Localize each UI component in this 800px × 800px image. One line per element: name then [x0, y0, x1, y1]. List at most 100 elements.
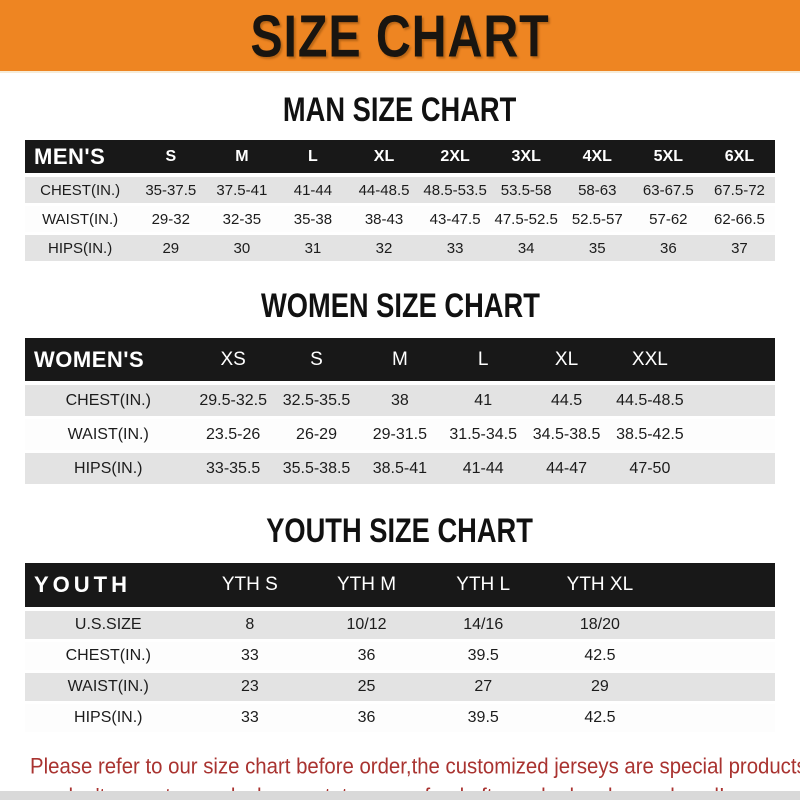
size-value-cell: 39.5	[424, 640, 542, 673]
size-value-cell: 39.5	[424, 702, 542, 735]
column-header: L	[441, 338, 525, 385]
table-row: WAIST(IN.) 23.5-26 26-29 29-31.5 31.5-34.5 34…	[25, 417, 775, 453]
column-header: YTH L	[424, 563, 542, 611]
column-header: XL	[348, 140, 420, 177]
table-title-cell: WOMEN'S	[25, 338, 192, 385]
column-header: YTH M	[308, 563, 425, 611]
size-value-cell: 29	[541, 671, 659, 704]
size-value-cell: 36	[308, 640, 425, 673]
table-row: HIPS(IN.) 33 36 39.5 42.5	[25, 702, 775, 735]
table-title-cell: MEN'S	[25, 140, 136, 177]
table-row: U.S.SIZE 8 10/12 14/16 18/20	[25, 609, 775, 642]
row-label: CHEST(IN.)	[25, 383, 192, 419]
size-value-cell: 35-37.5	[135, 175, 207, 206]
size-value-cell: 23	[191, 671, 309, 704]
size-value-cell: 38.5-41	[358, 451, 442, 487]
size-value-cell: 8	[191, 609, 309, 642]
table-row: WAIST(IN.) 29-32 32-35 35-38 38-43 43-47.5 47.…	[25, 204, 775, 235]
table-row: HIPS(IN.) 29 30 31 32 33 34 35 36 37	[25, 233, 775, 264]
size-value-cell: 36	[632, 233, 704, 264]
size-value-cell: 38	[358, 383, 442, 419]
column-header: S	[274, 338, 359, 385]
column-header: XXL	[608, 338, 692, 385]
womens-size-table: WOMEN'S XS S M L XL XXL CHEST(IN.) 29.5-32.5 32.5…	[25, 338, 775, 487]
size-value-cell: 31	[277, 233, 349, 264]
column-header: YTH S	[191, 563, 309, 611]
row-label: CHEST(IN.)	[25, 640, 192, 673]
size-value-cell: 25	[308, 671, 425, 704]
size-value-cell: 58-63	[561, 175, 633, 206]
row-label: HIPS(IN.)	[25, 451, 192, 487]
size-value-cell: 14/16	[424, 609, 542, 642]
row-label: WAIST(IN.)	[25, 671, 192, 704]
women-section-title: WOMEN SIZE CHART	[0, 286, 800, 325]
size-value-cell: 35-38	[277, 204, 349, 235]
size-value-cell: 48.5-53.5	[419, 175, 491, 206]
column-header: S	[135, 140, 207, 177]
size-value-cell: 44-48.5	[348, 175, 420, 206]
size-value-cell: 63-67.5	[632, 175, 704, 206]
size-value-cell: 18/20	[541, 609, 659, 642]
size-value-cell: 29.5-32.5	[191, 383, 275, 419]
size-value-cell: 29-32	[135, 204, 207, 235]
column-header: 2XL	[419, 140, 491, 177]
size-value-cell: 42.5	[541, 702, 659, 735]
size-value-cell: 23.5-26	[191, 417, 275, 453]
size-value-cell: 33-35.5	[191, 451, 275, 487]
size-value-cell: 44-47	[524, 451, 609, 487]
size-value-cell: 52.5-57	[561, 204, 633, 235]
size-value-cell: 41-44	[441, 451, 525, 487]
column-header: 6XL	[703, 140, 775, 177]
women-section-title-text: WOMEN SIZE CHART	[260, 286, 540, 325]
size-value-cell: 29-31.5	[358, 417, 442, 453]
size-value-cell: 33	[419, 233, 491, 264]
row-label: CHEST(IN.)	[25, 175, 136, 206]
size-value-cell: 37.5-41	[206, 175, 278, 206]
banner: SIZE CHART	[0, 0, 800, 73]
size-value-cell: 32.5-35.5	[274, 383, 359, 419]
size-value-cell: 31.5-34.5	[441, 417, 525, 453]
spacer-cell	[658, 609, 775, 642]
spacer-cell	[658, 671, 775, 704]
spacer-cell	[658, 640, 775, 673]
size-value-cell: 41	[441, 383, 525, 419]
row-label: WAIST(IN.)	[25, 204, 136, 235]
table-title-cell: YOUTH	[25, 563, 192, 611]
mens-size-table: MEN'S S M L XL 2XL 3XL 4XL 5XL 6XL CHEST(IN.) 35-37…	[25, 140, 775, 264]
size-value-cell: 30	[206, 233, 278, 264]
column-header: 3XL	[490, 140, 562, 177]
column-header: 4XL	[561, 140, 633, 177]
row-label: HIPS(IN.)	[25, 702, 192, 735]
size-value-cell: 47.5-52.5	[490, 204, 562, 235]
size-value-cell: 47-50	[608, 451, 692, 487]
row-label: U.S.SIZE	[25, 609, 192, 642]
column-header: 5XL	[632, 140, 704, 177]
size-value-cell: 38-43	[348, 204, 420, 235]
spacer-cell	[658, 702, 775, 735]
size-value-cell: 38.5-42.5	[608, 417, 692, 453]
men-section-title-text: MAN SIZE CHART	[283, 90, 517, 129]
table-header-row: YOUTH YTH S YTH M YTH L YTH XL	[25, 563, 775, 611]
size-value-cell: 33	[191, 702, 309, 735]
column-header: XL	[524, 338, 609, 385]
size-value-cell: 42.5	[541, 640, 659, 673]
spacer-cell	[691, 451, 775, 487]
table-row: CHEST(IN.) 33 36 39.5 42.5	[25, 640, 775, 673]
size-value-cell: 36	[308, 702, 425, 735]
table-row: CHEST(IN.) 35-37.5 37.5-41 41-44 44-48.5 48.5…	[25, 175, 775, 206]
banner-title: SIZE CHART	[250, 2, 550, 69]
size-value-cell: 43-47.5	[419, 204, 491, 235]
disclaimer-line-1: Please refer to our size chart before or…	[30, 754, 800, 779]
youth-size-table: YOUTH YTH S YTH M YTH L YTH XL U.S.SIZE 8 10/12…	[25, 563, 775, 735]
table-row: CHEST(IN.) 29.5-32.5 32.5-35.5 38 41 44.5 44.5…	[25, 383, 775, 419]
row-label: HIPS(IN.)	[25, 233, 136, 264]
size-value-cell: 27	[424, 671, 542, 704]
youth-section-title: YOUTH SIZE CHART	[0, 511, 800, 550]
size-value-cell: 33	[191, 640, 309, 673]
spacer-cell	[691, 417, 775, 453]
size-value-cell: 34	[490, 233, 562, 264]
spacer-cell	[691, 383, 775, 419]
size-value-cell: 29	[135, 233, 207, 264]
size-value-cell: 26-29	[274, 417, 359, 453]
